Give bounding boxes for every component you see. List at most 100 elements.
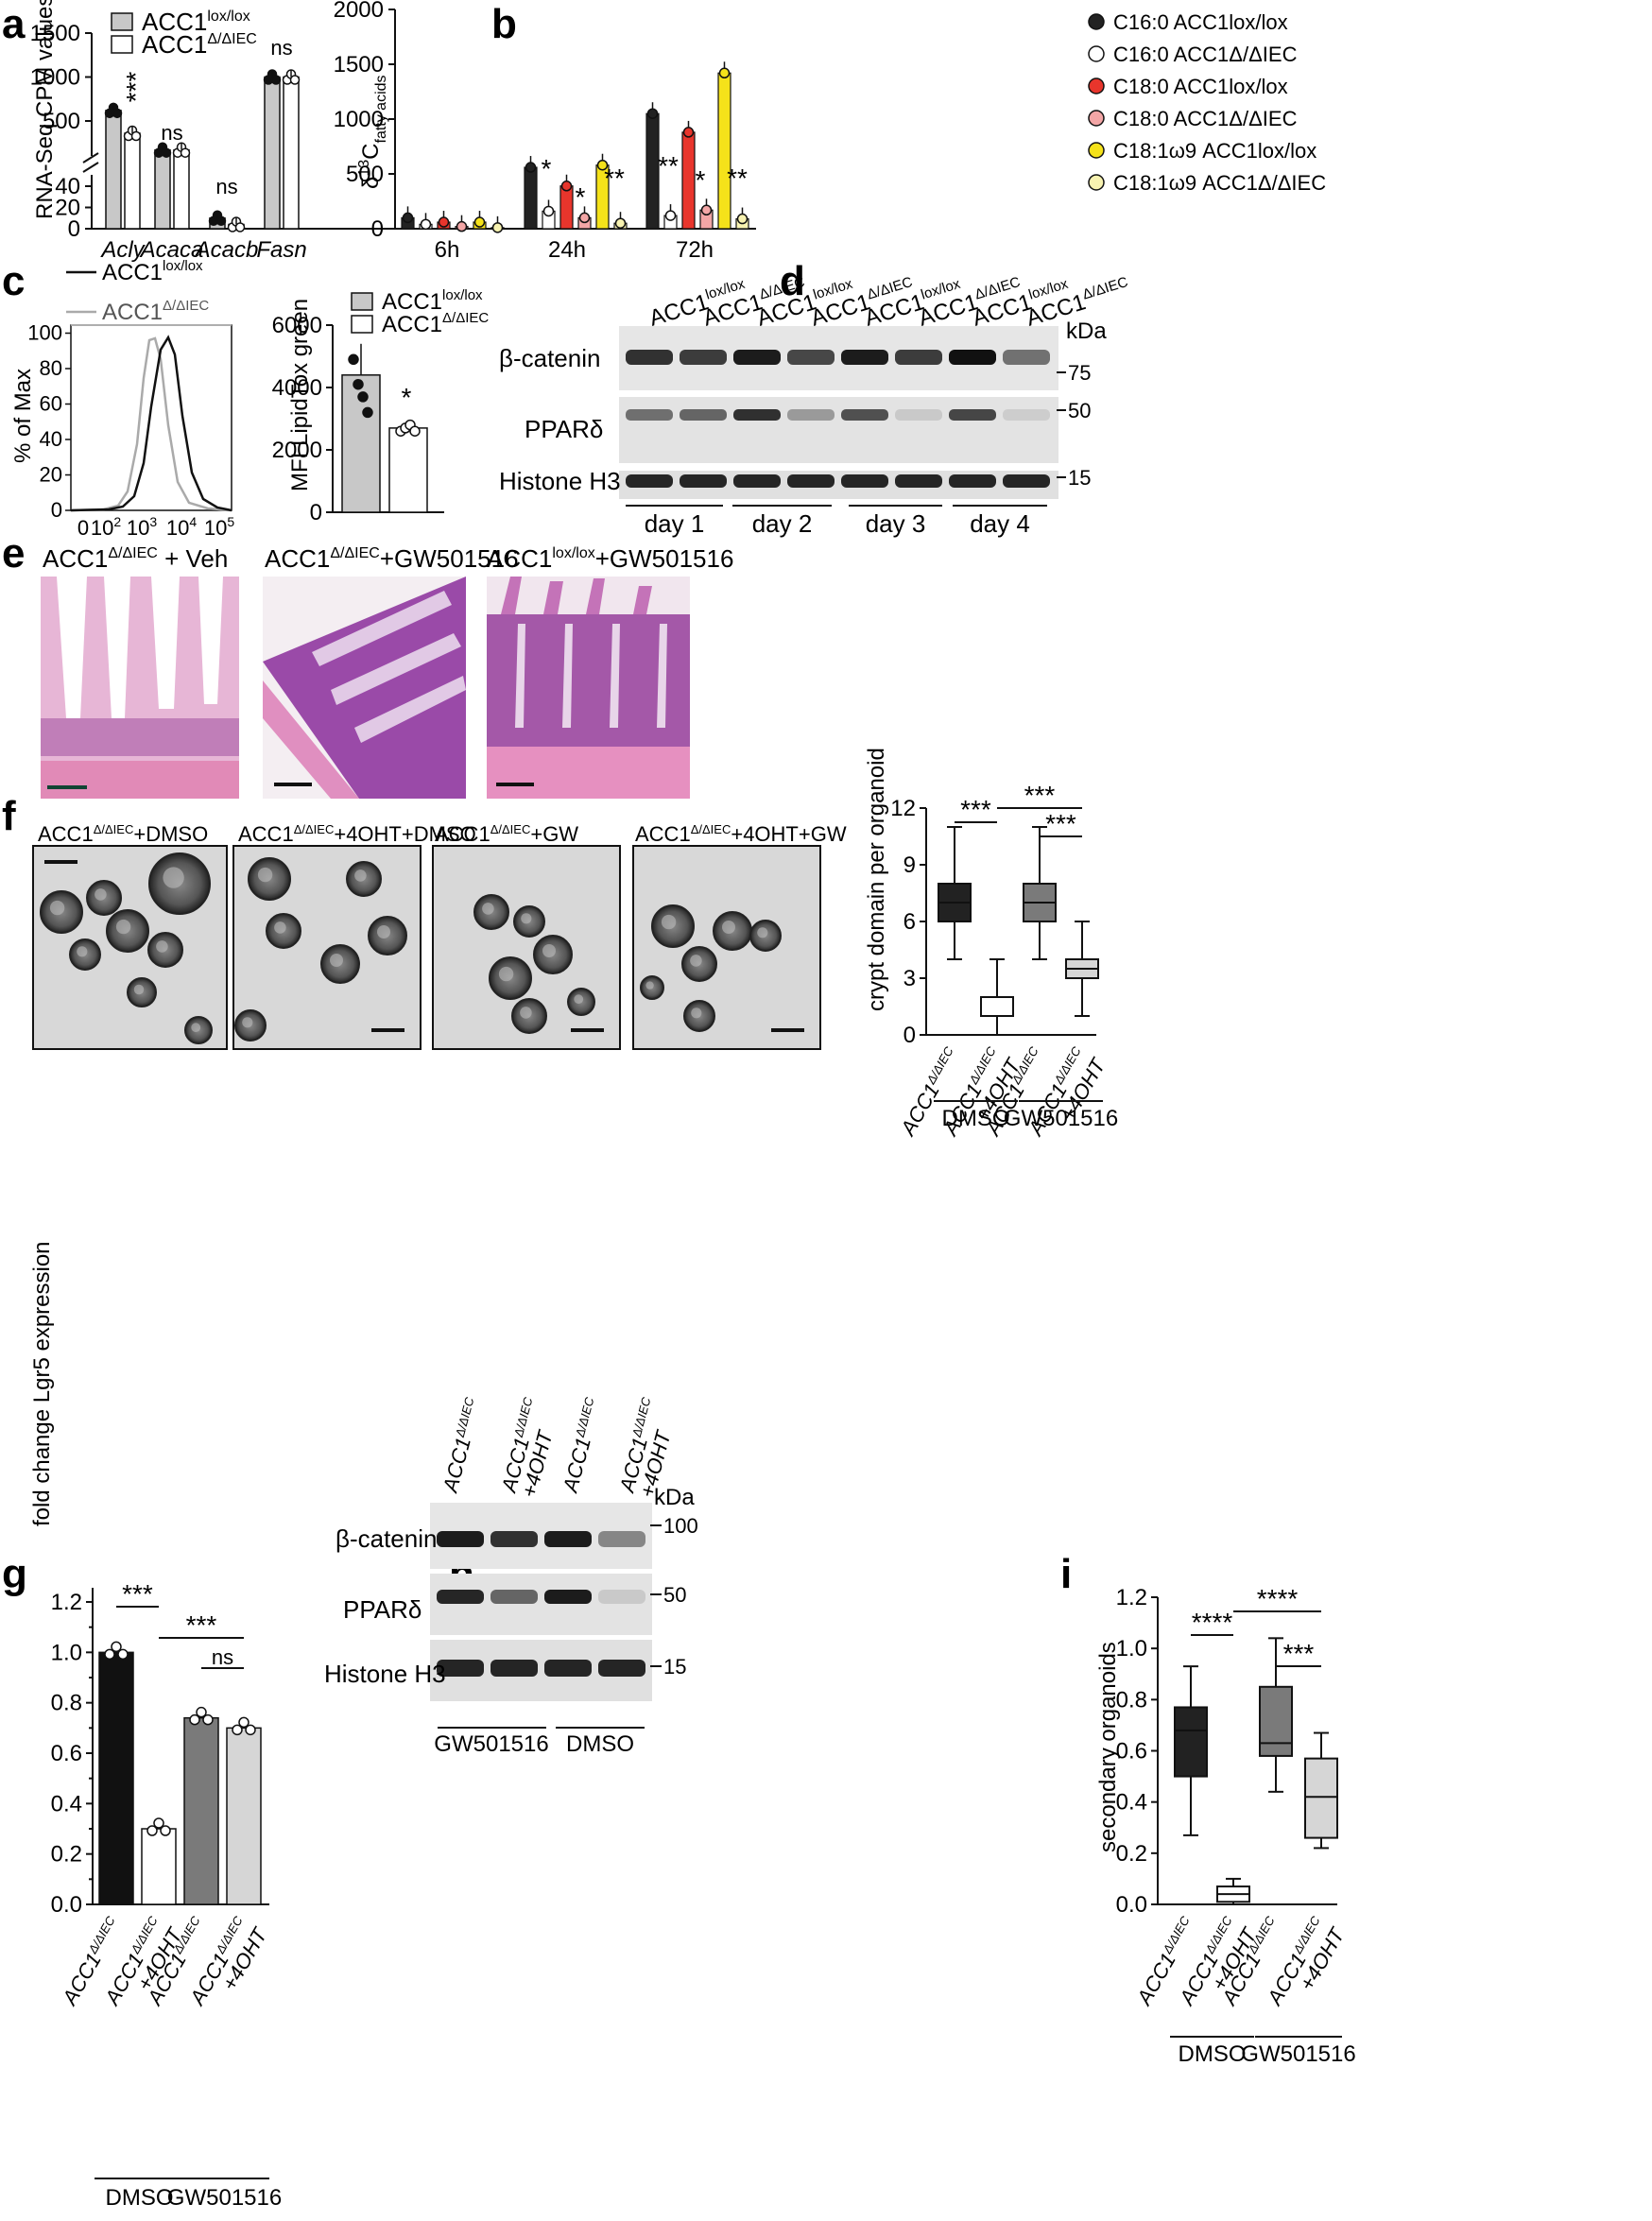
f-organoid-image — [232, 845, 422, 1050]
a-point — [234, 222, 246, 232]
panel-letter-f: f — [2, 793, 16, 839]
g-ytick-label: 0.6 — [51, 1741, 82, 1766]
g-sig-label: *** — [122, 1579, 153, 1609]
h-band-bcatenin — [437, 1531, 484, 1547]
b-cat-label: 24h — [548, 237, 586, 263]
b-point — [420, 218, 432, 231]
g-point — [160, 1825, 171, 1836]
a-point — [180, 147, 191, 158]
i-ytick-label: 0.0 — [1116, 1892, 1147, 1918]
a-cat-label: Acly — [99, 237, 146, 263]
panel-a-ylabel: RNA-Seq CPM values — [32, 0, 58, 219]
b-cat-label: 6h — [435, 237, 460, 263]
d-band-ppard — [626, 409, 673, 421]
blot-h-ppard — [430, 1574, 652, 1635]
f-organoid-lumen — [156, 940, 168, 953]
d-band-bcatenin — [1003, 350, 1050, 365]
label-h-histone: Histone H3 — [324, 1660, 446, 1688]
g-ytick-label: 1.0 — [51, 1640, 82, 1665]
b-cat-label: 72h — [676, 237, 714, 263]
f-ytick-label: 12 — [890, 796, 916, 821]
panel-letter-b: b — [491, 1, 517, 47]
g-point — [117, 1648, 129, 1661]
label-d-bcatenin: β-catenin — [499, 344, 600, 372]
g-bar — [226, 1727, 262, 1905]
a-ytick-label: 0 — [68, 216, 80, 242]
i-sig-label: **** — [1257, 1584, 1299, 1613]
g-sig-label: ns — [212, 1645, 233, 1669]
marker-h-15: 15 — [663, 1655, 686, 1679]
b-point — [700, 204, 713, 216]
i-xlabel: ACC1Δ/ΔIEC+4OHT — [1262, 1913, 1350, 2021]
i-box — [1174, 1706, 1208, 1778]
panel-i: secondary organoids 0.0 0.2 0.4 0.6 0.8 1.0 1.… — [1095, 1584, 1356, 2067]
i-sig-label: **** — [1192, 1608, 1233, 1637]
b-annot: ** — [658, 151, 679, 181]
panel-d: ACC1lox/loxACC1Δ/ΔIECACC1lox/loxACC1Δ/ΔI… — [499, 274, 1130, 538]
b-legend-label: C18:0 ACC1lox/lox — [1113, 75, 1288, 98]
h-lane-label: ACC1Δ/ΔIEC+4OHT — [496, 1395, 564, 1502]
legend-c-flow-lox: ACC1lox/lox — [102, 258, 203, 285]
panel-letter-a: a — [2, 1, 26, 47]
h-band-ppard — [598, 1590, 645, 1604]
b-ytick-label: 0 — [371, 216, 384, 242]
marker-d-15: 15 — [1068, 466, 1091, 490]
panel-letter-g: g — [2, 1551, 27, 1597]
i-group-label: DMSO — [1179, 2041, 1247, 2067]
h-band-bcatenin — [490, 1531, 538, 1547]
f-group-label: DMSO — [942, 1106, 1010, 1131]
f-group-label: GW501516 — [1004, 1106, 1118, 1131]
i-ytick-label: 0.2 — [1116, 1841, 1147, 1867]
blot-d-ppard — [619, 397, 1058, 463]
f-sig-label: *** — [960, 795, 991, 824]
h-band-histone — [544, 1660, 592, 1677]
f-ytick-label: 3 — [903, 966, 916, 991]
c-point — [353, 378, 364, 390]
marker-d-75: 75 — [1068, 361, 1091, 385]
i-ytick-label: 0.6 — [1116, 1739, 1147, 1765]
a-point — [112, 108, 123, 119]
f-organoid-lumen — [191, 1023, 201, 1033]
f-organoid-lumen — [330, 954, 343, 967]
g-sig-label: *** — [186, 1610, 217, 1640]
c-point — [357, 391, 369, 403]
h-band-histone — [490, 1660, 538, 1677]
c-ytick-label: 4000 — [272, 375, 322, 401]
f-organoid-lumen — [757, 927, 768, 938]
b-legend-label: C16:0 ACC1Δ/ΔIEC — [1113, 43, 1298, 66]
label-d-histone: Histone H3 — [499, 467, 621, 495]
i-sig-label: *** — [1283, 1639, 1315, 1668]
b-point — [560, 181, 573, 192]
d-band-bcatenin — [626, 350, 673, 365]
a-annot: ns — [270, 36, 292, 60]
h-band-bcatenin — [598, 1531, 645, 1547]
label-h-kda: kDa — [654, 1485, 695, 1510]
f-organoid-lumen — [354, 869, 367, 882]
legend-c-del: ACC1Δ/ΔIEC — [382, 310, 489, 337]
h-lane-label: ACC1Δ/ΔIEC — [438, 1395, 486, 1496]
f-organoid-lumen — [77, 946, 88, 957]
marker-h-50: 50 — [663, 1583, 686, 1607]
d-band-histone — [626, 474, 673, 488]
panel-g: fold change Lgr5 expression 0.0 0.2 0.4 0.6… — [29, 1241, 282, 2211]
i-box — [1259, 1685, 1293, 1757]
g-point — [196, 1706, 207, 1718]
d-band-ppard — [787, 409, 835, 421]
a-point — [130, 130, 142, 142]
c-point — [409, 425, 421, 437]
label-h-bcatenin: β-catenin — [336, 1524, 437, 1553]
f-box — [980, 996, 1014, 1017]
group-h-dmso: DMSO — [566, 1731, 634, 1757]
d-band-histone — [1003, 474, 1050, 488]
panel-f: ACC1Δ/ΔIEC+DMSO ACC1Δ/ΔIEC+4OHT+DMSO ACC… — [32, 748, 1118, 1141]
a-cat-label: Acacb — [194, 237, 259, 263]
a-bar — [124, 132, 141, 230]
b-bar — [524, 166, 538, 230]
g-bar — [141, 1828, 177, 1905]
f-organoid-lumen — [133, 984, 145, 995]
panel-letter-d: d — [780, 258, 805, 304]
d-band-ppard — [841, 409, 888, 421]
d-band-bcatenin — [841, 350, 888, 365]
